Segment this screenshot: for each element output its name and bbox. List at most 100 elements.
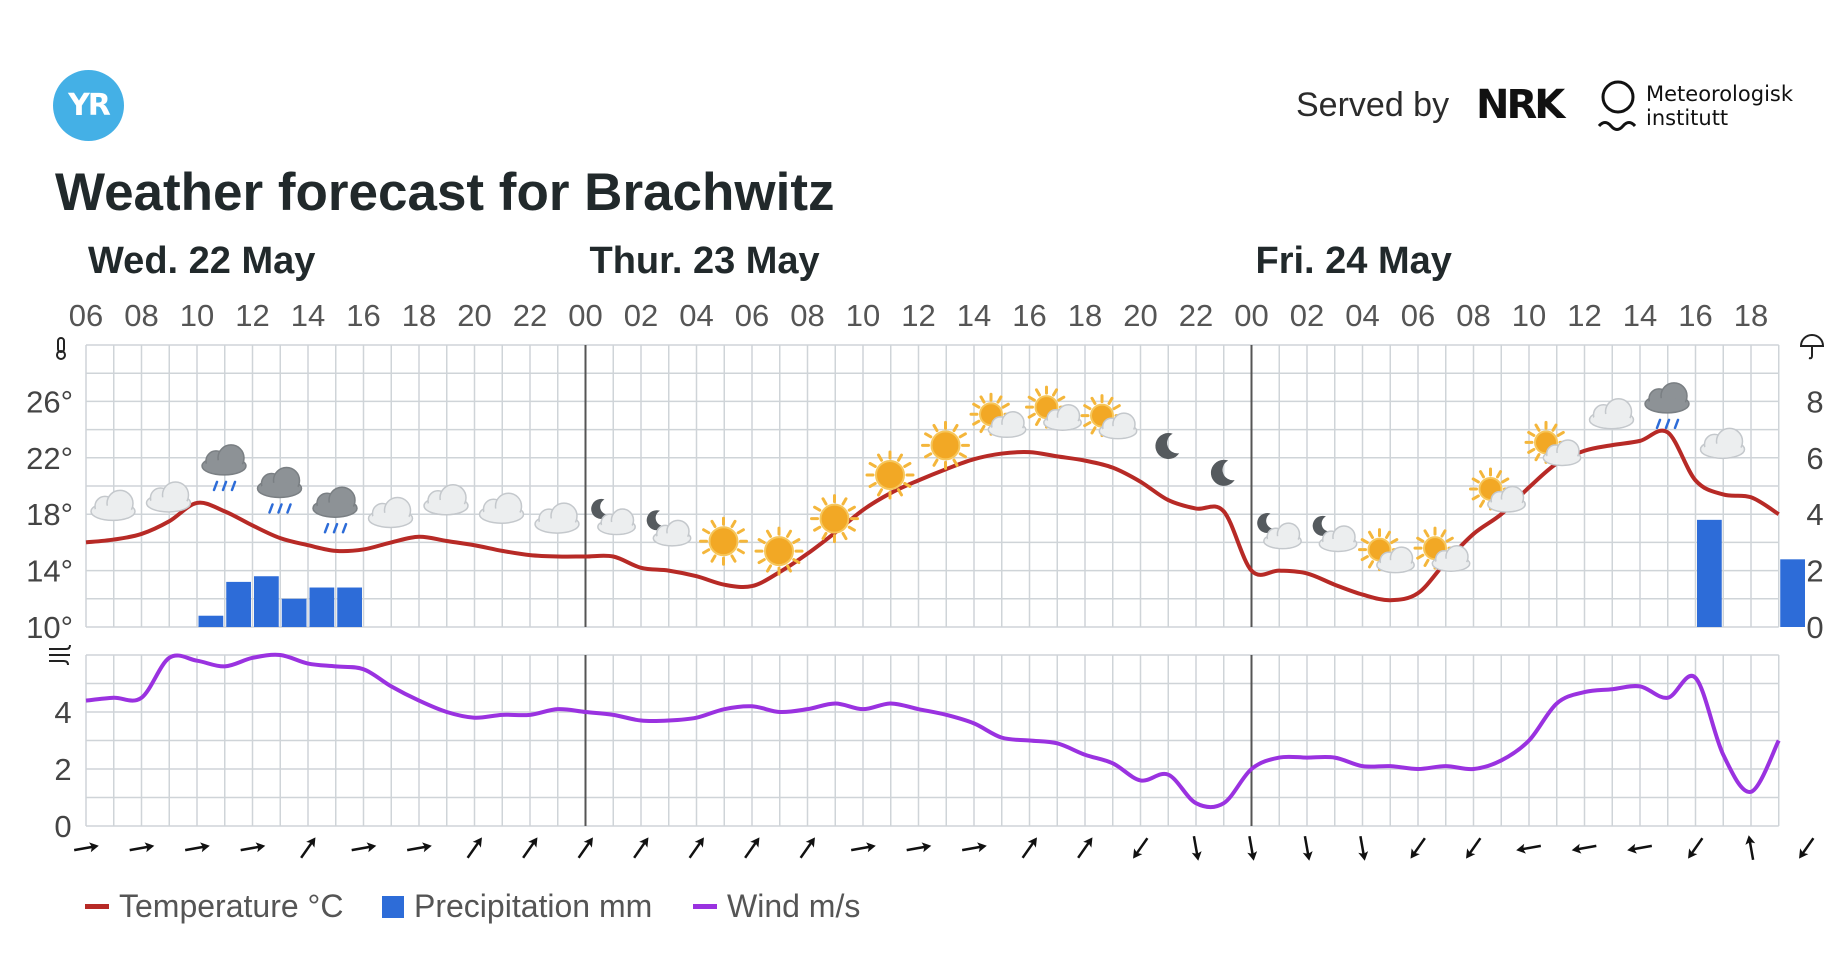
wind-arrow-icon: [1410, 837, 1426, 859]
cloudy-icon: [423, 484, 469, 516]
sun-disc: [764, 536, 794, 567]
sun-partly-cloudy-icon: [1413, 526, 1471, 572]
cloud-part: [204, 459, 244, 474]
sun-partly-cloudy-icon: [969, 392, 1027, 439]
precip-tick-label: 2: [1806, 554, 1823, 589]
sun-ray: [1479, 499, 1485, 508]
wind-arrow-icon: [1627, 843, 1653, 854]
wind-arrow-icon: [1021, 837, 1037, 859]
temp-tick-label: 14°: [26, 554, 73, 589]
logo-text: YR: [68, 88, 111, 123]
rain-drop: [230, 480, 237, 492]
precip-bar: [1780, 559, 1805, 627]
sun-ray: [1027, 395, 1036, 402]
wind-arrow-icon: [1466, 837, 1482, 859]
nrk-logo[interactable]: NRK: [1476, 82, 1565, 128]
wind-arrow-icon: [1302, 835, 1313, 861]
sun-ray: [1534, 423, 1541, 432]
precip-bar: [1697, 519, 1722, 627]
rain-drop: [268, 503, 274, 514]
sun-ray: [897, 488, 903, 497]
hour-tick-label: 22: [513, 298, 547, 333]
sun-ray: [1501, 477, 1510, 484]
sun-ray: [1534, 453, 1541, 462]
arrow-head: [694, 837, 704, 848]
arrow-head: [583, 837, 593, 848]
arrow-head: [805, 837, 815, 848]
cloudy-icon: [534, 502, 580, 534]
precip-tick-label: 8: [1806, 384, 1823, 419]
umbrella-handle: [1808, 346, 1813, 360]
day-label: Fri. 24 May: [1256, 240, 1452, 282]
sun-ray: [766, 529, 772, 538]
wind-arrow-icon: [129, 842, 155, 853]
arrow-head: [144, 842, 155, 853]
arrow-head: [1247, 851, 1258, 861]
rain-drop: [277, 503, 283, 514]
sun-ray: [932, 458, 939, 467]
sun-ray: [1551, 423, 1558, 432]
sun-ray: [1360, 538, 1369, 545]
sun-ray: [1027, 412, 1036, 419]
sun-ray: [710, 519, 717, 529]
moon-shape: [591, 498, 610, 519]
cloud-part: [1434, 558, 1468, 571]
hour-tick-label: 00: [1234, 298, 1268, 333]
hour-tick-label: 08: [790, 298, 824, 333]
sun-ray: [958, 452, 967, 459]
sun-ray: [972, 419, 981, 426]
sun-ray: [792, 538, 801, 545]
yr-logo[interactable]: YR: [53, 70, 124, 141]
sun-ray: [757, 538, 766, 545]
sun-ray: [1440, 529, 1447, 538]
hour-tick-label: 16: [1012, 298, 1046, 333]
cloudy-icon: [367, 496, 414, 529]
arrow-head: [200, 842, 210, 853]
hour-tick-label: 20: [457, 298, 491, 333]
hour-tick-label: 18: [1734, 298, 1768, 333]
cloud-part: [1702, 443, 1743, 458]
wind-arrow-icon: [1745, 835, 1756, 861]
wind-arrow-icon: [850, 842, 876, 853]
wind-arrow-icon: [961, 842, 987, 853]
hour-tick-label: 10: [180, 298, 214, 333]
sun-ray: [847, 505, 856, 512]
wind-tick-label: 2: [54, 752, 71, 787]
precip-bar: [337, 587, 362, 627]
sun-ray: [1001, 402, 1010, 409]
sun-ray: [1423, 558, 1430, 567]
hour-tick-label: 04: [679, 298, 713, 333]
hour-tick-label: 20: [1123, 298, 1157, 333]
cloud-part: [1045, 417, 1080, 430]
sun-ray: [1423, 529, 1430, 538]
sun-ray: [813, 505, 822, 512]
arrow-head: [866, 842, 876, 853]
sun-ray: [979, 395, 986, 404]
moon-shape: [646, 510, 665, 531]
sun-ray: [1416, 536, 1425, 543]
wind-arrow-icon: [184, 842, 210, 853]
rain-drop: [1673, 418, 1680, 430]
legend-precipitation: Precipitation mm: [382, 888, 652, 925]
cloudy-icon: [478, 492, 525, 524]
night-partly-cloudy-icon: [1312, 515, 1358, 553]
sun-ray: [924, 452, 933, 459]
sun-ray: [877, 453, 883, 462]
sun-ray: [1083, 404, 1092, 411]
arrow-head: [306, 837, 316, 848]
wind-arrow-icon: [1358, 835, 1369, 861]
temperature-line: [85, 428, 1780, 603]
wind-arrow-icon: [73, 842, 99, 853]
arrow-head: [750, 837, 760, 848]
cloud-part: [1321, 538, 1355, 551]
arrow-head: [89, 842, 99, 853]
sun-disc: [930, 430, 961, 461]
arrow-head: [1516, 843, 1526, 854]
sun-partly-cloudy-icon: [1025, 385, 1082, 431]
sun-ray: [792, 558, 801, 565]
met-institute-logo[interactable]: Meteorologisk institutt: [1646, 82, 1793, 130]
moon-icon: [1210, 459, 1235, 486]
rain-drop: [323, 522, 330, 534]
wind-arrow-icon: [466, 837, 482, 859]
